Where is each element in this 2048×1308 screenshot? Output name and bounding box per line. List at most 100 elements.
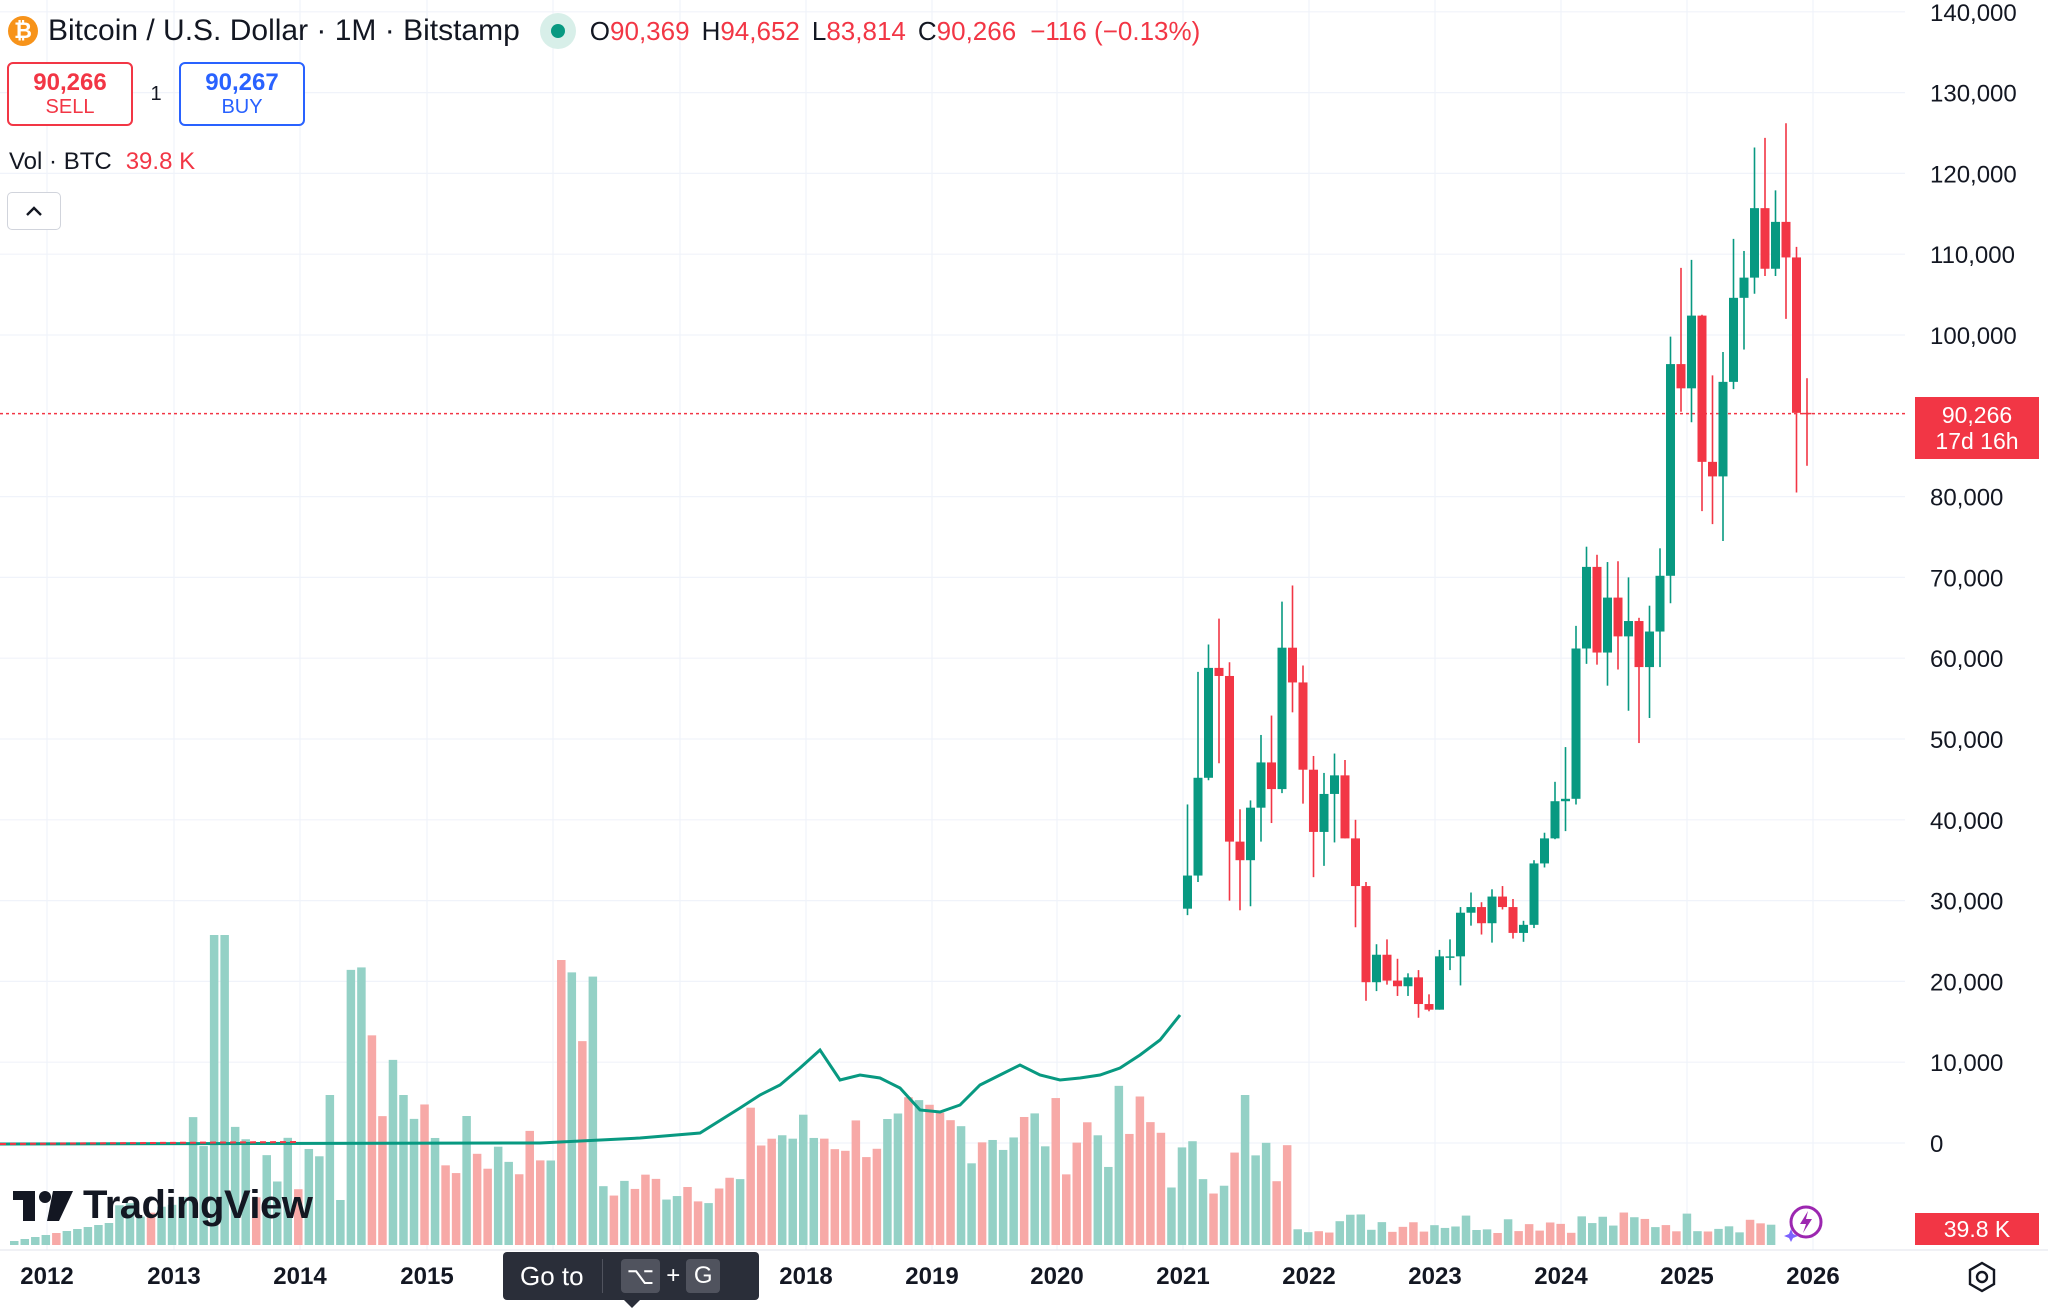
candle[interactable] [1204, 644, 1213, 781]
candle[interactable] [1519, 920, 1528, 942]
candle[interactable] [1529, 860, 1539, 929]
candle[interactable] [1645, 605, 1654, 718]
buy-button[interactable]: 90,267 BUY [179, 62, 305, 126]
candle[interactable] [1781, 123, 1791, 319]
volume-bar [483, 1168, 492, 1245]
candle[interactable] [1403, 973, 1413, 996]
candle[interactable] [1571, 625, 1581, 805]
volume-bar [1209, 1193, 1218, 1245]
candle[interactable] [1760, 137, 1770, 277]
volume-bar [967, 1163, 976, 1245]
candle[interactable] [1435, 949, 1444, 1010]
candle[interactable] [1739, 250, 1749, 350]
candle[interactable] [1687, 259, 1696, 423]
volume-bar [1419, 1231, 1429, 1245]
candle[interactable] [1361, 882, 1371, 1001]
volume-bar [1051, 1098, 1060, 1245]
candle[interactable] [1697, 314, 1707, 512]
candle[interactable] [1225, 662, 1234, 901]
x-tick-label: 2014 [273, 1263, 327, 1290]
goto-tooltip[interactable]: Go to ⌥ + G [503, 1252, 759, 1300]
candle[interactable] [1393, 958, 1402, 996]
candle[interactable] [1624, 577, 1633, 711]
candle-body [1624, 621, 1633, 637]
x-tick-label: 2019 [905, 1263, 958, 1290]
candle[interactable] [1487, 889, 1497, 943]
candle[interactable] [1183, 804, 1192, 916]
volume-bar [925, 1104, 934, 1245]
candle[interactable] [1708, 375, 1717, 525]
candle[interactable] [1277, 601, 1287, 794]
candle[interactable] [1445, 939, 1455, 971]
candle[interactable] [1246, 800, 1255, 907]
volume-bar [1177, 1147, 1187, 1245]
candle[interactable] [1330, 753, 1339, 843]
early-price-line [0, 1014, 1182, 1146]
candle[interactable] [1550, 781, 1560, 840]
candle[interactable] [1498, 886, 1507, 910]
candle[interactable] [1235, 809, 1245, 911]
sell-button[interactable]: 90,266 SELL [7, 62, 133, 126]
candle[interactable] [1603, 562, 1612, 686]
candle-body [1792, 257, 1801, 413]
settings-icon[interactable] [1965, 1260, 1999, 1294]
candle[interactable] [1456, 907, 1465, 986]
volume-bar [1524, 1224, 1534, 1245]
candle[interactable] [1508, 898, 1518, 939]
volume-bar [1388, 1231, 1397, 1245]
candle[interactable] [1319, 772, 1329, 866]
volume-bar [1251, 1155, 1260, 1245]
candle[interactable] [1634, 617, 1644, 744]
candle[interactable] [1267, 715, 1276, 824]
sell-label: SELL [45, 96, 95, 118]
candle[interactable] [1802, 378, 1812, 466]
candle[interactable] [1298, 665, 1308, 804]
chevron-up-icon [26, 206, 42, 216]
volume-bar [1651, 1227, 1660, 1245]
candle[interactable] [1414, 970, 1423, 1018]
candle[interactable] [1666, 336, 1675, 604]
volume-bar [367, 1035, 377, 1245]
candle[interactable] [1424, 994, 1434, 1012]
candle[interactable] [1750, 147, 1759, 294]
candle[interactable] [1309, 755, 1318, 878]
candle[interactable] [1214, 618, 1224, 764]
candle[interactable] [1561, 747, 1570, 832]
volume-bar [430, 1137, 440, 1245]
volume-bar [1188, 1141, 1197, 1245]
volume-bar [399, 1095, 408, 1245]
candle[interactable] [1372, 944, 1381, 992]
candle[interactable] [1193, 671, 1203, 883]
candle[interactable] [1477, 902, 1486, 935]
candle[interactable] [1582, 546, 1591, 664]
symbol-title[interactable]: Bitcoin / U.S. Dollar · 1M · Bitstamp [48, 14, 520, 47]
market-status-icon[interactable] [539, 13, 576, 49]
lightning-icon[interactable] [1784, 1202, 1824, 1242]
volume-legend[interactable]: Vol · BTC 39.8 K [9, 148, 195, 176]
candle[interactable] [1256, 734, 1266, 842]
current-price-label: 90,266 [1941, 402, 2013, 428]
candle[interactable] [1729, 238, 1738, 390]
volume-bar [1588, 1223, 1597, 1245]
collapse-legend-button[interactable] [7, 192, 61, 230]
candle[interactable] [1351, 819, 1360, 928]
candle[interactable] [1592, 554, 1602, 665]
candle[interactable] [1288, 585, 1297, 713]
candle[interactable] [1613, 561, 1623, 670]
volume-bar [651, 1178, 661, 1245]
candle-body [1256, 762, 1266, 808]
candle[interactable] [1792, 246, 1801, 493]
volume-bar [1703, 1231, 1713, 1245]
candle[interactable] [1382, 939, 1392, 985]
candle[interactable] [1540, 832, 1549, 868]
tradingview-logo[interactable]: TradingView [13, 1183, 313, 1228]
volume-bar [1493, 1232, 1502, 1245]
candle[interactable] [1718, 351, 1728, 542]
candle[interactable] [1771, 190, 1780, 277]
candle[interactable] [1466, 892, 1476, 926]
candle[interactable] [1340, 760, 1350, 839]
volume-bar [1661, 1225, 1671, 1245]
candle[interactable] [1676, 267, 1686, 412]
candle[interactable] [1655, 548, 1665, 668]
